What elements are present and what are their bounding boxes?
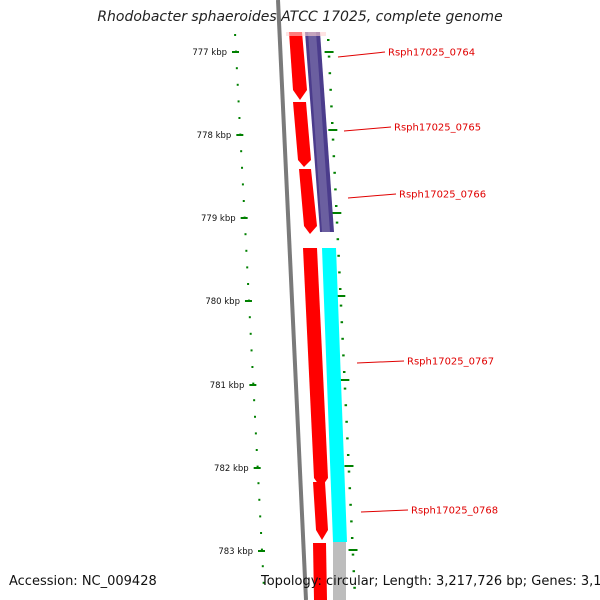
- genome-backbone: [276, 0, 308, 600]
- accession-text: Accession: NC_009428: [9, 574, 157, 589]
- operon-band: [322, 248, 347, 542]
- gene-leader-line: [343, 126, 392, 132]
- scale-tick-label: 780 kbp: [205, 297, 240, 307]
- track-start-shade: [286, 32, 326, 36]
- cds-arrow: [313, 482, 328, 540]
- gene-label[interactable]: Rsph17025_0766: [399, 190, 486, 201]
- gene-label[interactable]: Rsph17025_0764: [388, 48, 475, 59]
- gene-leader-line: [360, 509, 409, 513]
- operon-band-highlight: [308, 32, 330, 232]
- cds-arrow: [293, 102, 311, 167]
- scale-tick-label: 778 kbp: [197, 131, 232, 141]
- scale-tick-label: 781 kbp: [210, 381, 245, 391]
- operon-band: [305, 32, 334, 232]
- scale-tick-label: 779 kbp: [201, 214, 236, 224]
- scale-tick-label: 782 kbp: [214, 464, 249, 474]
- gene-leader-line: [337, 51, 386, 58]
- map-title: Rhodobacter sphaeroides ATCC 17025, comp…: [97, 9, 503, 25]
- cds-arrow: [289, 32, 307, 100]
- gene-leader-line: [356, 360, 405, 364]
- gene-leader-line: [347, 193, 397, 199]
- gene-label[interactable]: Rsph17025_0767: [407, 357, 494, 368]
- scale-tick-label: 783 kbp: [218, 547, 253, 557]
- topology-text: Topology: circular; Length: 3,217,726 bp…: [261, 574, 600, 589]
- cds-arrow: [313, 543, 327, 600]
- gene-labels: Rsph17025_0764 Rsph17025_0765 Rsph17025_07…: [337, 48, 498, 517]
- feature-tracks: [286, 32, 347, 600]
- scale-tick-label: 777 kbp: [192, 48, 227, 58]
- gene-label[interactable]: Rsph17025_0765: [394, 123, 481, 134]
- cds-arrow: [303, 248, 328, 488]
- gene-label[interactable]: Rsph17025_0768: [411, 506, 498, 517]
- operon-band: [333, 542, 346, 600]
- scale-ticks: 777 kbp 778 kbp 779 kbp 780 kbp 781 kbp 782 k…: [192, 34, 358, 589]
- cds-arrow: [299, 169, 317, 234]
